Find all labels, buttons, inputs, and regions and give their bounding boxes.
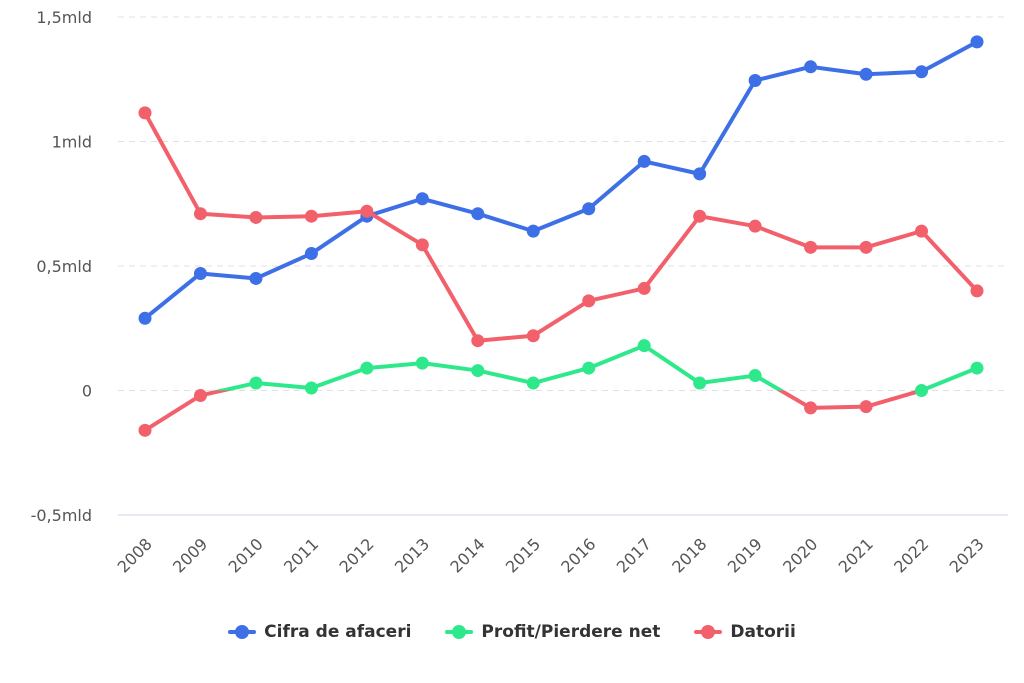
legend-symbol	[694, 625, 723, 639]
data-point	[471, 364, 485, 378]
line-chart: -0,5mld 0 0,5mld 1mld 1,5mld 2008 2009 2010 201…	[31, 8, 1008, 577]
legend-symbol	[445, 625, 474, 639]
y-tick-label: 1mld	[52, 133, 92, 152]
data-point	[970, 361, 984, 375]
data-point	[415, 238, 429, 252]
legend-label: Profit/Pierdere net	[481, 622, 661, 642]
x-tick-label: 2013	[391, 534, 433, 576]
legend-label: Datorii	[730, 622, 796, 642]
data-point	[582, 202, 596, 216]
x-tick-label: 2011	[280, 534, 322, 576]
data-point	[915, 65, 929, 79]
series-line	[143, 40, 978, 320]
data-point	[970, 35, 984, 49]
legend-symbol	[228, 625, 257, 639]
data-point	[748, 219, 762, 233]
x-tick-label: 2014	[446, 534, 488, 576]
data-point	[138, 106, 152, 120]
series-line	[213, 343, 978, 391]
series-cifra-de-afaceri	[138, 35, 984, 325]
data-point	[693, 167, 707, 181]
data-point	[915, 384, 929, 397]
data-point	[859, 67, 873, 81]
data-point	[249, 376, 263, 390]
data-point	[526, 224, 540, 238]
x-tick-label: 2008	[114, 534, 156, 576]
data-point	[582, 361, 596, 375]
y-tick-label: 0	[82, 382, 92, 401]
data-point	[193, 207, 207, 221]
series-datorii	[138, 106, 984, 348]
x-tick-label: 2019	[724, 534, 766, 576]
data-point	[582, 294, 596, 308]
data-point	[637, 281, 651, 295]
data-point	[970, 284, 984, 298]
data-point	[693, 209, 707, 223]
data-point	[748, 73, 762, 87]
data-point	[304, 381, 318, 395]
data-point	[415, 356, 429, 370]
x-tick-label: 2015	[502, 534, 544, 576]
data-point	[748, 369, 762, 383]
data-point	[804, 240, 818, 254]
data-point	[138, 311, 152, 325]
data-point	[415, 192, 429, 206]
data-point	[304, 209, 318, 223]
data-point	[804, 401, 818, 415]
x-tick-label: 2022	[890, 534, 932, 576]
data-point	[249, 210, 263, 224]
data-point	[637, 154, 651, 168]
data-point	[360, 204, 374, 218]
data-point	[360, 361, 374, 375]
series-line	[143, 111, 979, 343]
y-tick-label: 1,5mld	[36, 8, 92, 27]
x-tick-label: 2017	[613, 534, 655, 576]
data-point	[471, 207, 485, 221]
x-tick-label: 2021	[835, 534, 877, 576]
y-tick-label: -0,5mld	[31, 506, 92, 525]
data-point	[859, 400, 873, 414]
data-point	[526, 329, 540, 343]
data-point	[693, 376, 707, 390]
series-profit-pierdere-net	[138, 339, 984, 437]
legend-item-profit[interactable]: Profit/Pierdere net	[445, 622, 660, 642]
x-tick-label: 2018	[668, 534, 710, 576]
data-point	[637, 339, 651, 353]
legend: Cifra de afaceri Profit/Pierdere net Dat…	[0, 622, 1024, 642]
legend-label: Cifra de afaceri	[264, 622, 412, 642]
data-point	[193, 388, 207, 402]
data-point	[804, 60, 818, 74]
x-tick-label: 2023	[946, 534, 988, 576]
data-point	[304, 247, 318, 261]
legend-item-datorii[interactable]: Datorii	[694, 622, 796, 642]
x-tick-label: 2009	[169, 534, 211, 576]
series-line-negative	[143, 390, 927, 433]
x-tick-label: 2020	[779, 534, 821, 576]
data-point	[138, 423, 152, 437]
data-point	[526, 376, 540, 390]
data-point	[471, 334, 485, 348]
data-point	[915, 224, 929, 238]
x-tick-label: 2012	[335, 534, 377, 576]
legend-item-cifra[interactable]: Cifra de afaceri	[228, 622, 411, 642]
data-point	[193, 266, 207, 280]
y-tick-label: 0,5mld	[36, 257, 92, 276]
data-point	[249, 271, 263, 285]
x-tick-label: 2016	[557, 534, 599, 576]
data-point	[859, 240, 873, 254]
x-tick-label: 2010	[225, 534, 267, 576]
